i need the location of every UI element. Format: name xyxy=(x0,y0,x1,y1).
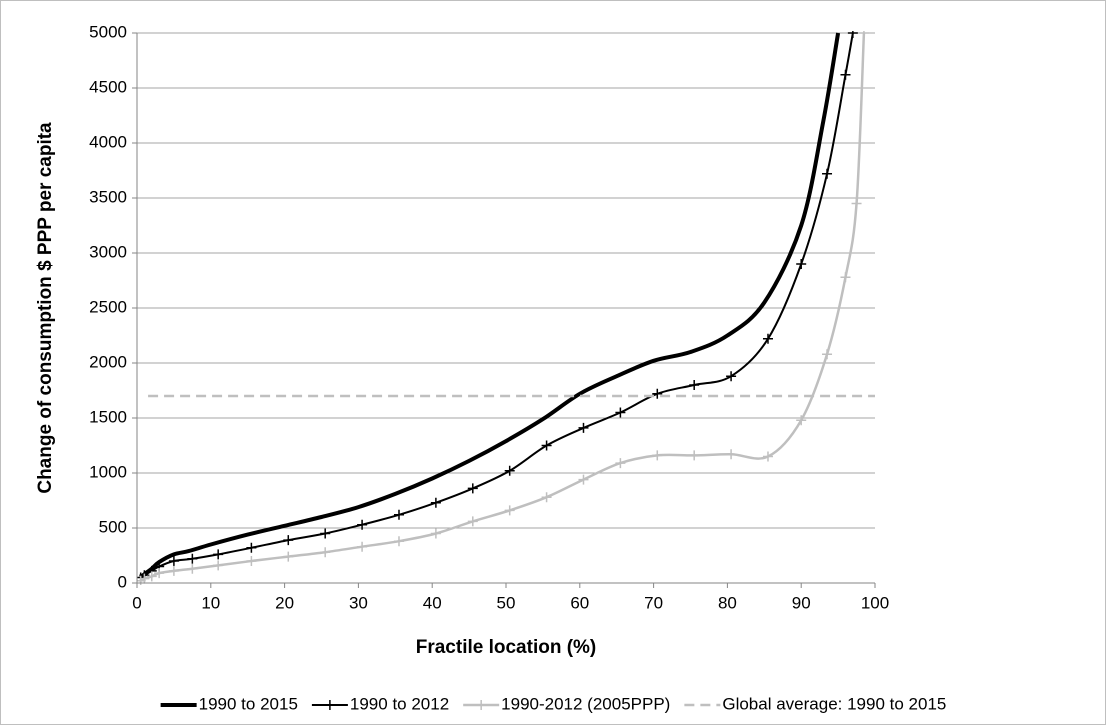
point-marker xyxy=(726,449,737,460)
y-tick-label: 4000 xyxy=(89,132,127,151)
point-marker xyxy=(320,528,331,539)
x-tick-label: 0 xyxy=(132,593,141,612)
point-marker xyxy=(652,388,663,399)
point-marker xyxy=(762,333,773,344)
y-tick-label: 3000 xyxy=(89,242,127,261)
legend-item: Global average: 1990 to 2015 xyxy=(684,694,946,713)
x-tick-label: 50 xyxy=(497,593,516,612)
point-marker xyxy=(168,565,179,576)
point-marker xyxy=(187,563,198,574)
legend-label: 1990 to 2015 xyxy=(199,694,298,713)
point-marker xyxy=(840,272,851,283)
point-marker xyxy=(858,31,869,38)
x-tick-label: 80 xyxy=(718,593,737,612)
y-tick-label: 2500 xyxy=(89,297,127,316)
point-marker xyxy=(213,560,224,571)
series-line xyxy=(139,32,841,579)
x-tick-label: 10 xyxy=(201,593,220,612)
legend-item: 1990 to 2012 xyxy=(311,694,449,713)
legend-item: 1990-2012 (2005PPP) xyxy=(463,694,670,713)
point-marker xyxy=(504,505,515,516)
point-marker xyxy=(578,474,589,485)
point-marker xyxy=(615,407,626,418)
y-axis-label: Change of consumption $ PPP per capita xyxy=(35,122,56,494)
point-marker xyxy=(615,458,626,469)
point-marker xyxy=(847,31,858,38)
point-marker xyxy=(246,556,257,566)
x-tick-label: 20 xyxy=(275,593,294,612)
y-tick-label: 1000 xyxy=(89,462,127,481)
point-marker xyxy=(246,542,257,553)
point-marker xyxy=(154,568,165,579)
point-marker xyxy=(213,549,224,560)
point-marker xyxy=(541,440,552,451)
point-marker xyxy=(430,497,441,508)
point-marker xyxy=(430,528,441,539)
y-tick-label: 500 xyxy=(99,517,127,536)
y-tick-label: 1500 xyxy=(89,407,127,426)
x-tick-label: 90 xyxy=(792,593,811,612)
x-tick-label: 40 xyxy=(423,593,442,612)
point-marker xyxy=(726,371,737,382)
point-marker xyxy=(822,168,833,179)
point-marker xyxy=(796,259,807,269)
point-marker xyxy=(689,450,700,461)
y-tick-label: 4500 xyxy=(89,77,127,96)
point-marker xyxy=(796,415,807,426)
point-marker xyxy=(187,553,198,564)
point-marker xyxy=(578,422,589,433)
point-marker xyxy=(357,519,368,530)
point-marker xyxy=(146,571,157,582)
point-marker xyxy=(822,349,833,360)
series-line xyxy=(140,32,866,582)
y-tick-label: 0 xyxy=(118,572,127,591)
legend-item: 1990 to 2015 xyxy=(160,694,298,713)
point-marker xyxy=(357,541,368,552)
x-tick-label: 60 xyxy=(570,593,589,612)
x-tick-label: 100 xyxy=(861,593,889,612)
y-tick-label: 2000 xyxy=(89,352,127,371)
point-marker xyxy=(504,465,515,476)
point-marker xyxy=(541,492,552,503)
point-marker xyxy=(393,509,404,520)
point-marker xyxy=(840,69,851,80)
point-marker xyxy=(283,535,294,546)
y-tick-label: 5000 xyxy=(89,22,127,41)
point-marker xyxy=(467,516,478,527)
x-tick-label: 30 xyxy=(349,593,368,612)
y-tick-label: 3500 xyxy=(89,187,127,206)
point-marker xyxy=(652,450,663,461)
point-marker xyxy=(168,556,179,566)
legend-label: 1990-2012 (2005PPP) xyxy=(501,694,670,713)
point-marker xyxy=(139,573,150,584)
x-tick-label: 70 xyxy=(644,593,663,612)
point-marker xyxy=(393,536,404,547)
point-marker xyxy=(283,551,294,562)
point-marker xyxy=(320,547,331,558)
point-marker xyxy=(689,380,700,390)
point-marker xyxy=(467,483,478,494)
legend-label: 1990 to 2012 xyxy=(350,694,449,713)
point-marker xyxy=(851,198,862,209)
legend-label: Global average: 1990 to 2015 xyxy=(722,694,946,713)
point-marker xyxy=(762,451,773,462)
x-axis-label: Fractile location (%) xyxy=(416,637,597,658)
